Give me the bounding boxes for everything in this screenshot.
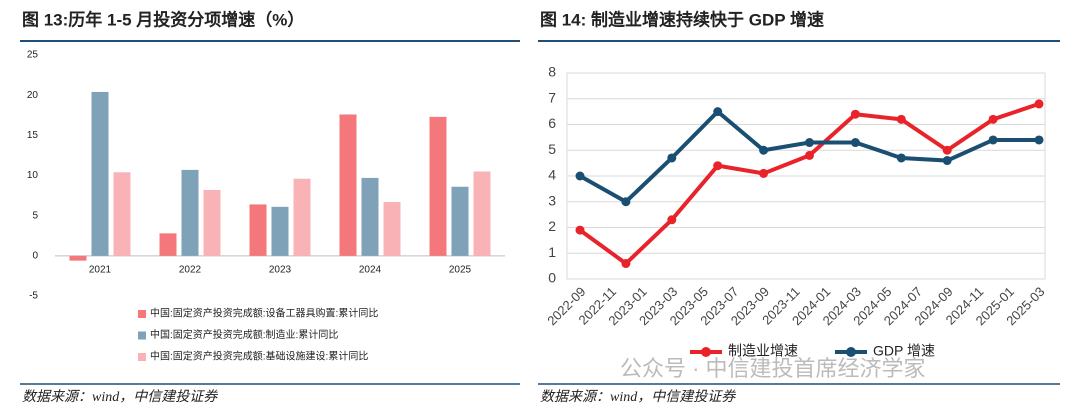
- bar: [271, 206, 289, 256]
- y-tick-label: 20: [27, 90, 39, 101]
- y-tick-label: 0: [32, 250, 38, 261]
- marker: [759, 168, 769, 178]
- y-tick-label: -5: [29, 291, 38, 302]
- bar: [451, 186, 469, 256]
- x-tick-label: 2023: [269, 264, 292, 275]
- marker: [713, 161, 723, 171]
- y-tick-label: 4: [548, 167, 556, 183]
- marker: [667, 215, 677, 225]
- legend-label: 中国:固定资产投资完成额:设备工器具购置:累计同比: [150, 307, 378, 320]
- marker: [713, 107, 723, 117]
- bar: [203, 189, 221, 256]
- marker: [942, 156, 952, 166]
- x-tick-label: 2021: [89, 264, 112, 275]
- legend-label: 中国:固定资产投资完成额:制造业:累计同比: [150, 328, 338, 341]
- marker: [988, 114, 998, 124]
- y-tick-label: 7: [548, 89, 556, 105]
- marker: [850, 109, 860, 119]
- chart-title: 图 14: 制造业增速持续快于 GDP 增速: [540, 9, 824, 29]
- marker: [850, 138, 860, 148]
- y-tick-label: 25: [27, 50, 39, 61]
- bar: [293, 178, 311, 256]
- bar: [361, 177, 379, 256]
- line: [578, 102, 1040, 267]
- marker: [1034, 135, 1044, 145]
- marker: [805, 138, 814, 148]
- legend-label: GDP 增速: [873, 343, 935, 359]
- bar: [181, 169, 199, 256]
- y-tick-label: 10: [27, 170, 39, 181]
- legend-swatch: [138, 331, 146, 340]
- y-tick-label: 5: [32, 210, 38, 221]
- marker: [896, 153, 906, 163]
- legend-swatch: [138, 353, 146, 361]
- marker: [621, 197, 631, 207]
- bar: [473, 171, 491, 256]
- marker: [805, 150, 814, 160]
- marker: [896, 114, 906, 124]
- chart-title: 图 13:历年 1-5 月投资分项增速（%）: [22, 9, 304, 29]
- marker: [1034, 99, 1044, 109]
- bar: [339, 114, 357, 256]
- marker: [621, 259, 631, 269]
- marker: [575, 171, 585, 181]
- y-tick-label: 0: [548, 270, 556, 286]
- bar: [249, 204, 267, 256]
- legend-label: 中国:固定资产投资完成额:基础设施建设:累计同比: [150, 350, 368, 363]
- source: 数据来源：wind，中信建投证券: [540, 389, 736, 405]
- legend-marker: [846, 347, 856, 357]
- marker: [575, 225, 585, 235]
- watermark: 公众号 · 中信建投首席经济学家: [620, 356, 926, 381]
- legend-marker: [701, 347, 711, 357]
- legend-swatch: [138, 310, 146, 318]
- marker: [988, 135, 998, 145]
- bar: [91, 91, 109, 256]
- y-tick-label: 15: [27, 130, 39, 141]
- source: 数据来源：wind，中信建投证券: [22, 389, 218, 405]
- y-tick-label: 8: [548, 64, 556, 80]
- bar: [159, 233, 177, 256]
- y-tick-label: 1: [548, 244, 556, 260]
- y-tick-label: 6: [548, 115, 556, 131]
- x-tick-label: 2024: [359, 264, 382, 275]
- bar: [429, 116, 447, 256]
- bar: [383, 202, 401, 256]
- marker: [942, 145, 952, 155]
- x-tick-label: 2025: [449, 264, 472, 275]
- y-tick-label: 3: [548, 192, 556, 208]
- legend-label: 制造业增速: [728, 343, 798, 359]
- bar: [113, 172, 131, 256]
- marker: [759, 145, 769, 155]
- x-tick-label: 2022: [179, 264, 202, 275]
- y-tick-label: 5: [548, 141, 556, 157]
- marker: [667, 153, 677, 163]
- y-tick-label: 2: [548, 218, 556, 234]
- bar: [69, 255, 87, 261]
